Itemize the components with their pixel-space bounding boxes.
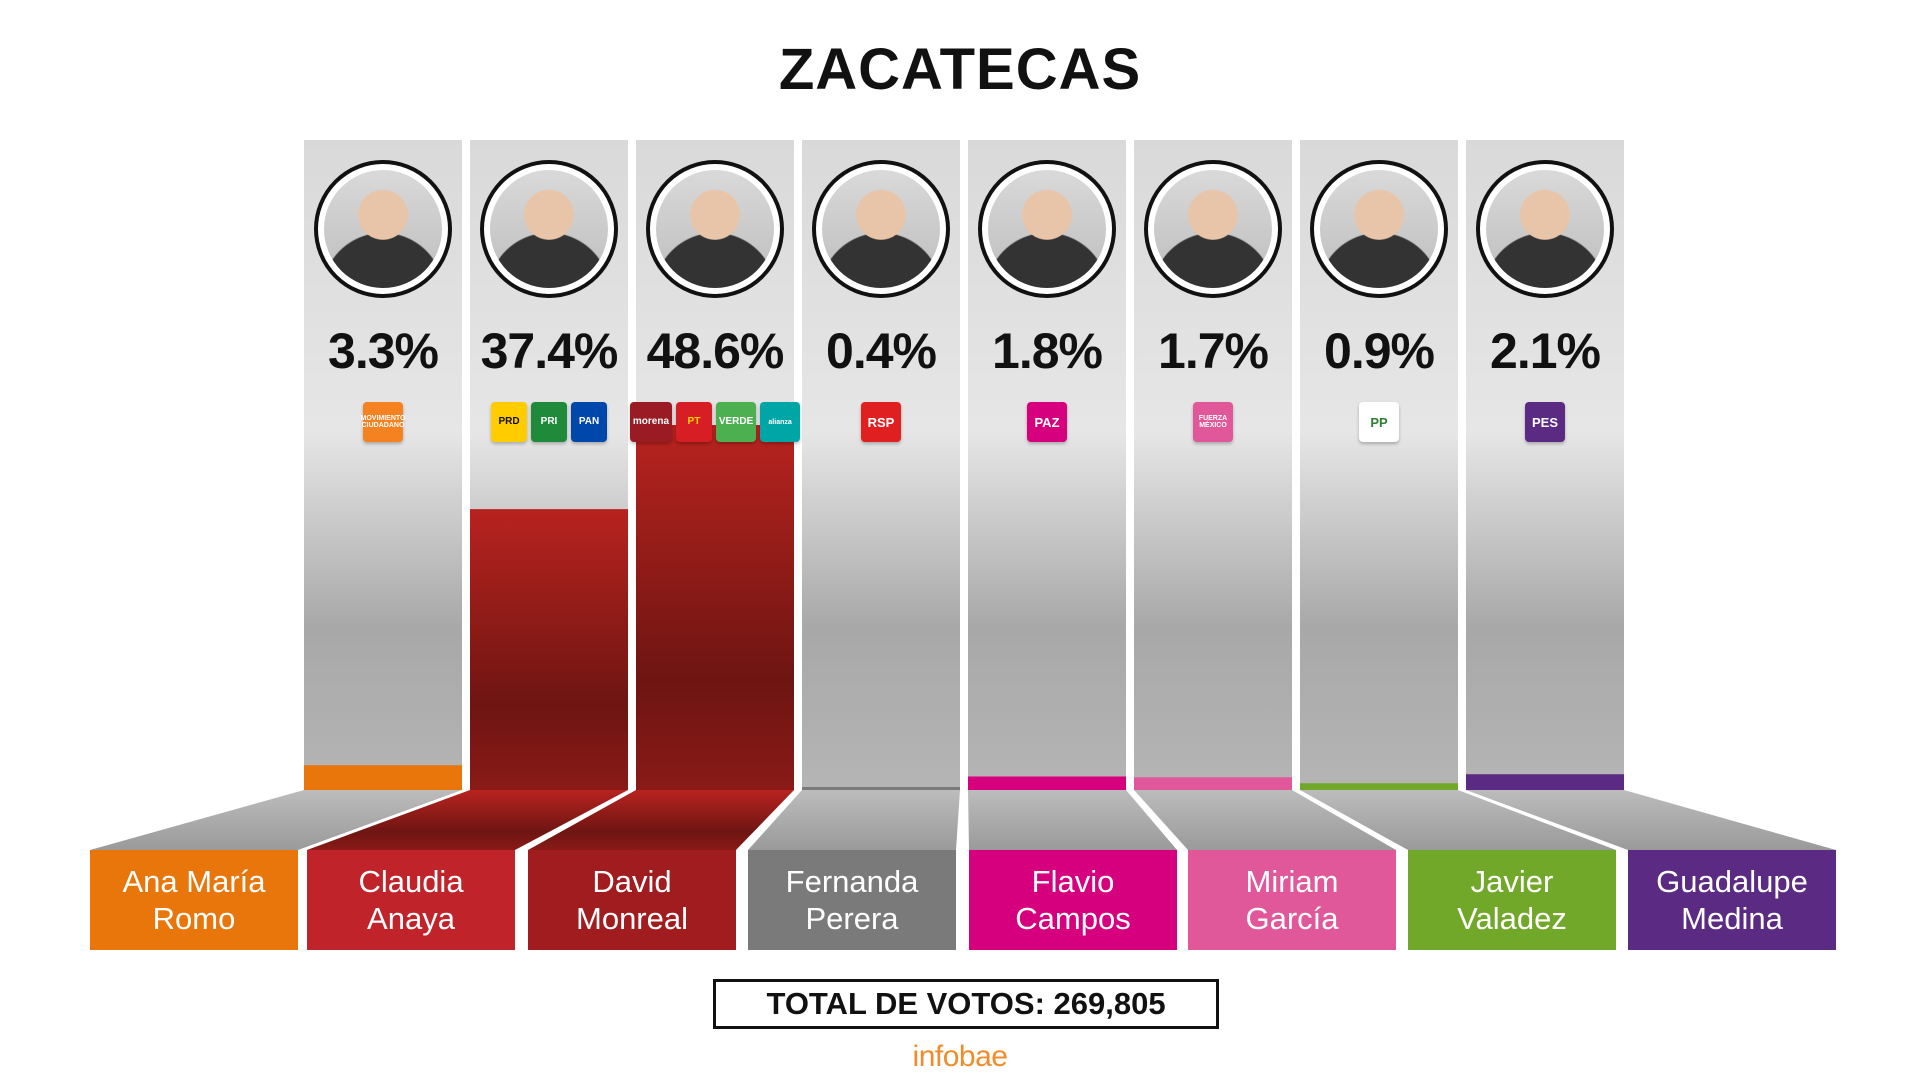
candidate-first-name: Claudia bbox=[358, 863, 464, 899]
party-logos: PAZ bbox=[962, 402, 1132, 442]
party-logos: PRD PRI PAN bbox=[464, 402, 634, 442]
funnel-connector bbox=[90, 790, 462, 850]
funnel-connector bbox=[1300, 790, 1616, 850]
candidate-first-name: Guadalupe bbox=[1656, 863, 1808, 899]
morena-logo: morena bbox=[630, 402, 672, 442]
candidate-name-box: Flavio Campos bbox=[969, 850, 1177, 950]
candidate-name-box: Claudia Anaya bbox=[307, 850, 515, 950]
candidate-name-box: Ana María Romo bbox=[90, 850, 298, 950]
candidate-first-name: Miriam bbox=[1245, 863, 1339, 899]
candidate-name-box: Guadalupe Medina bbox=[1628, 850, 1836, 950]
candidate-name-box: Miriam García bbox=[1188, 850, 1396, 950]
data-label-percent: 37.4% bbox=[480, 323, 619, 379]
party-logos: MOVIMIENTO CIUDADANO bbox=[298, 402, 468, 442]
data-label-percent: 1.8% bbox=[992, 323, 1103, 379]
candidate-name-box: Fernanda Perera bbox=[748, 850, 956, 950]
candidate-photo bbox=[978, 160, 1116, 298]
data-label-percent: 1.7% bbox=[1158, 323, 1269, 379]
brand-logo: infobae bbox=[912, 1040, 1008, 1073]
funnel-connector bbox=[307, 790, 628, 850]
candidate-photo bbox=[314, 160, 452, 298]
candidate-first-name: Javier bbox=[1470, 863, 1554, 899]
party-logos: morena PT VERDE alianza bbox=[630, 402, 800, 442]
candidate-last-name: Perera bbox=[805, 901, 899, 936]
rsp-logo: RSP bbox=[861, 402, 901, 442]
data-label-percent: 0.4% bbox=[826, 323, 937, 379]
bar-7 bbox=[1300, 783, 1458, 790]
mc-logo: MOVIMIENTO CIUDADANO bbox=[361, 402, 406, 442]
candidate-last-name: Campos bbox=[1015, 901, 1131, 936]
verde-logo: VERDE bbox=[715, 402, 757, 442]
party-logos: FUERZA MÉXICO bbox=[1128, 402, 1298, 442]
candidate-photo bbox=[1310, 160, 1448, 298]
data-label-percent: 3.3% bbox=[328, 323, 439, 379]
data-label-percent: 0.9% bbox=[1324, 323, 1435, 379]
candidate-photo bbox=[1144, 160, 1282, 298]
candidate-first-name: Fernanda bbox=[785, 863, 919, 899]
funnel-connector bbox=[1134, 790, 1396, 850]
funnel-connector bbox=[1466, 790, 1836, 850]
funnel-connector bbox=[748, 790, 960, 850]
pri-logo: PRI bbox=[531, 402, 567, 442]
bar-2 bbox=[470, 509, 628, 790]
candidate-name-box: David Monreal bbox=[528, 850, 736, 950]
bar-1 bbox=[304, 765, 462, 790]
party-logos: PES bbox=[1460, 402, 1630, 442]
candidate-photo bbox=[812, 160, 950, 298]
bar-8 bbox=[1466, 774, 1624, 790]
candidate-last-name: Romo bbox=[152, 901, 236, 936]
pp-logo: PP bbox=[1359, 402, 1399, 442]
pan-logo: PAN bbox=[571, 402, 607, 442]
total-votes: TOTAL DE VOTOS: 269,805 bbox=[713, 979, 1219, 1029]
candidate-last-name: Valadez bbox=[1457, 901, 1567, 936]
candidate-first-name: Ana María bbox=[122, 863, 266, 899]
data-label-percent: 2.1% bbox=[1490, 323, 1601, 379]
candidate-first-name: David bbox=[592, 863, 672, 899]
candidate-photo bbox=[480, 160, 618, 298]
funnel-connector bbox=[968, 790, 1177, 850]
bar-6 bbox=[1134, 777, 1292, 790]
fuerza-mexico-logo: FUERZA MÉXICO bbox=[1193, 402, 1233, 442]
candidate-first-name: Flavio bbox=[1031, 863, 1115, 899]
candidate-last-name: Medina bbox=[1681, 901, 1783, 936]
paz-logo: PAZ bbox=[1027, 402, 1067, 442]
candidate-name-box: Javier Valadez bbox=[1408, 850, 1616, 950]
candidate-photo bbox=[646, 160, 784, 298]
data-label-percent: 48.6% bbox=[646, 323, 785, 379]
funnel-connector bbox=[528, 790, 794, 850]
pes-logo: PES bbox=[1525, 402, 1565, 442]
pt-logo: PT bbox=[675, 402, 712, 442]
nueva-alianza-logo: alianza bbox=[760, 402, 800, 442]
candidate-last-name: Anaya bbox=[367, 901, 455, 936]
prd-logo: PRD bbox=[491, 402, 527, 442]
bar-4 bbox=[802, 786, 960, 790]
candidate-last-name: García bbox=[1245, 901, 1339, 936]
candidate-last-name: Monreal bbox=[576, 901, 688, 936]
bar-5 bbox=[968, 776, 1126, 790]
chart-title: ZACATECAS bbox=[778, 37, 1142, 102]
party-logos: PP bbox=[1294, 402, 1464, 442]
party-logos: RSP bbox=[796, 402, 966, 442]
candidate-photo bbox=[1476, 160, 1614, 298]
bar-3 bbox=[636, 425, 794, 790]
